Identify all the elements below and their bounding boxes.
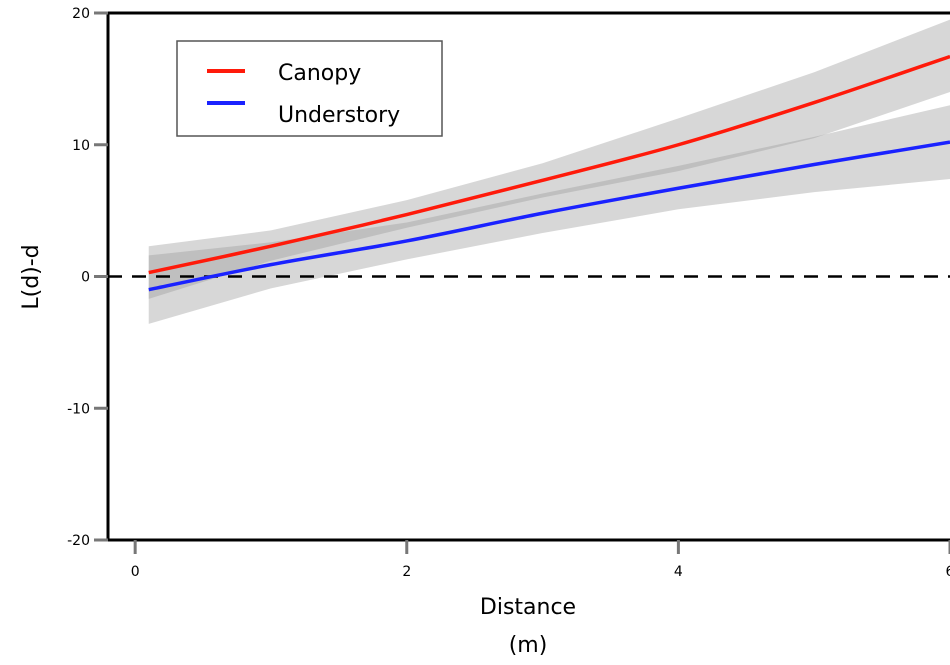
x-tick-label: 2: [402, 564, 411, 580]
y-tick-label: -10: [67, 401, 90, 417]
series-line-understory: [148, 140, 950, 292]
y-axis-label: L(d)-d: [19, 244, 44, 309]
series-lines: [148, 54, 950, 292]
x-axis: 0 2 4 6: [131, 540, 950, 580]
confidence-band-understory: [148, 105, 950, 324]
x-tick-label: 6: [946, 564, 950, 580]
series-line-canopy: [148, 54, 950, 275]
legend: Canopy Understory: [176, 40, 443, 137]
legend-label-canopy: Canopy: [278, 61, 361, 86]
y-axis: -20 -10 0 10 20: [67, 6, 108, 549]
x-axis-label-line1: Distance: [480, 595, 576, 620]
legend-label-understory: Understory: [278, 103, 400, 128]
y-tick-label: 20: [72, 6, 90, 22]
x-tick-label: 4: [674, 564, 683, 580]
y-tick-label: 10: [72, 138, 90, 154]
y-tick-label: -20: [67, 533, 90, 549]
x-tick-label: 0: [131, 564, 140, 580]
x-axis-label-line2: (m): [509, 633, 548, 658]
legend-box: [176, 40, 443, 137]
y-tick-label: 0: [81, 270, 90, 286]
